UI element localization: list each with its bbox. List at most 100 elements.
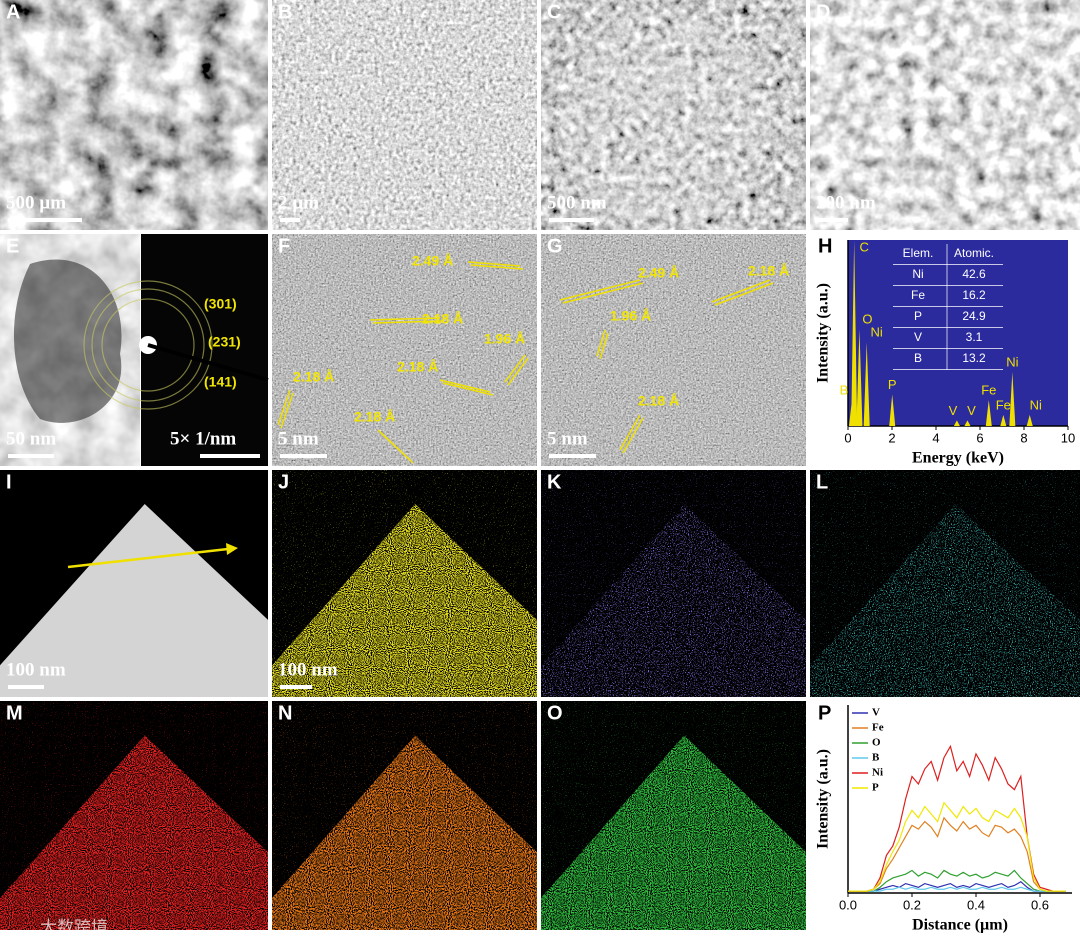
panel-letter: O [547, 703, 563, 725]
scale-bar-text: 5 nm [278, 428, 319, 449]
lattice-spacing: 2.18 Å [293, 369, 334, 385]
legend-label: V [872, 707, 880, 719]
scale-bar [8, 454, 54, 458]
micrograph [272, 0, 537, 230]
table-cell: V [914, 330, 922, 344]
peak-label: Fe [996, 397, 1011, 412]
lattice-line [470, 264, 524, 270]
peak [863, 342, 870, 426]
particle [13, 259, 122, 423]
image-panel: O [541, 701, 806, 930]
x-tick-label: 0.0 [839, 897, 857, 912]
panel-letter: H [818, 236, 832, 258]
table-cell: B [914, 351, 922, 365]
panel-letter: A [6, 2, 20, 24]
x-axis-label: Distance (µm) [912, 917, 1008, 934]
panel-letter: J [278, 472, 289, 494]
table-cell: P [914, 309, 922, 323]
lattice-line [439, 379, 491, 393]
lattice-line [467, 261, 521, 267]
peak-label: Ni [1006, 354, 1018, 369]
lattice-spacing: 2.18 Å [422, 311, 463, 327]
micrograph [0, 0, 268, 230]
peak-label: Ni [871, 325, 883, 340]
ring-label: (301) [204, 296, 237, 312]
panel-letter: C [547, 2, 561, 24]
peak-label: V [949, 403, 958, 418]
lattice-line [714, 282, 774, 306]
micrograph [810, 0, 1080, 230]
table-cell: Fe [911, 288, 925, 302]
lattice-spacing: 1.96 Å [610, 308, 651, 324]
micrograph [541, 234, 806, 466]
scale-bar-text: 50 nm [6, 428, 56, 449]
scale-bar-text: 5 nm [547, 428, 588, 449]
chart: 0.0 0.2 0.4 0.6 Distance (µm) Intensity (a.u.… [815, 703, 1072, 934]
panel-letter: G [547, 236, 563, 258]
series-line [848, 869, 1066, 892]
lattice-spacing: 2.49 Å [638, 265, 679, 281]
lattice-line [277, 389, 291, 426]
lattice-line [711, 279, 771, 303]
scale-bar [8, 218, 82, 222]
x-tick-label: 4 [932, 430, 939, 445]
x-tick-label: 0.2 [903, 897, 921, 912]
y-axis-label: Intensity (a.u.) [815, 283, 832, 383]
table-cell: 42.6 [962, 267, 986, 281]
peak [856, 329, 863, 426]
inset-scale-bar [200, 454, 260, 458]
scale-bar [8, 685, 44, 689]
x-tick-label: 6 [976, 430, 983, 445]
scale-bar-text: 500 µm [6, 192, 66, 213]
saed-ring [101, 298, 195, 392]
series-line [848, 886, 1066, 892]
image-panel: A 500 µm [0, 0, 268, 230]
micrograph [541, 0, 806, 230]
scale-bar-text: 2 µm [278, 192, 319, 213]
plot-area [848, 240, 1068, 426]
peak [851, 240, 858, 426]
panel-letter: L [816, 472, 828, 494]
image-panel: C 500 nm [541, 0, 806, 230]
table-cell: 13.2 [962, 351, 986, 365]
x-axis-label: Energy (keV) [912, 450, 1004, 467]
x-tick-label: 2 [888, 430, 895, 445]
table-cell: Atomic. [954, 246, 994, 260]
peak [889, 394, 896, 426]
peak-label: P [888, 377, 897, 392]
table-cell: Elem. [903, 246, 934, 260]
background-counts [272, 470, 537, 697]
panel-letter: K [547, 472, 562, 494]
lattice-line [507, 357, 529, 386]
peak [1009, 372, 1016, 426]
lattice-line [599, 332, 609, 360]
x-tick-label: 0.6 [1031, 897, 1049, 912]
peak-label: V [967, 403, 976, 418]
lattice-line [372, 320, 444, 324]
peak [1000, 414, 1007, 426]
table-cell: 16.2 [962, 288, 986, 302]
line-scan [67, 547, 229, 569]
background-counts [810, 470, 1080, 697]
x-tick-label: 8 [1020, 430, 1027, 445]
panel-letter: P [818, 703, 831, 725]
legend-label: O [872, 737, 881, 749]
lattice-line [380, 432, 414, 464]
lattice-spacing: 2.18 Å [354, 409, 395, 425]
x-tick-label: 0 [844, 430, 851, 445]
panel-letter: E [6, 236, 19, 258]
legend-label: Fe [872, 722, 884, 734]
scale-bar-text: 500 nm [547, 192, 607, 213]
peak [985, 399, 992, 426]
peak-label: Ni [1030, 397, 1042, 412]
lattice-spacing: 1.96 Å [484, 331, 525, 347]
table-cell: 24.9 [962, 309, 986, 323]
panel-letter: D [816, 2, 830, 24]
scale-bar [818, 218, 848, 222]
watermark: 大数跨境 [40, 918, 108, 938]
scale-bar [280, 454, 327, 458]
lattice-line [504, 354, 526, 383]
panel-letter: F [278, 236, 290, 258]
background-counts [541, 701, 806, 930]
